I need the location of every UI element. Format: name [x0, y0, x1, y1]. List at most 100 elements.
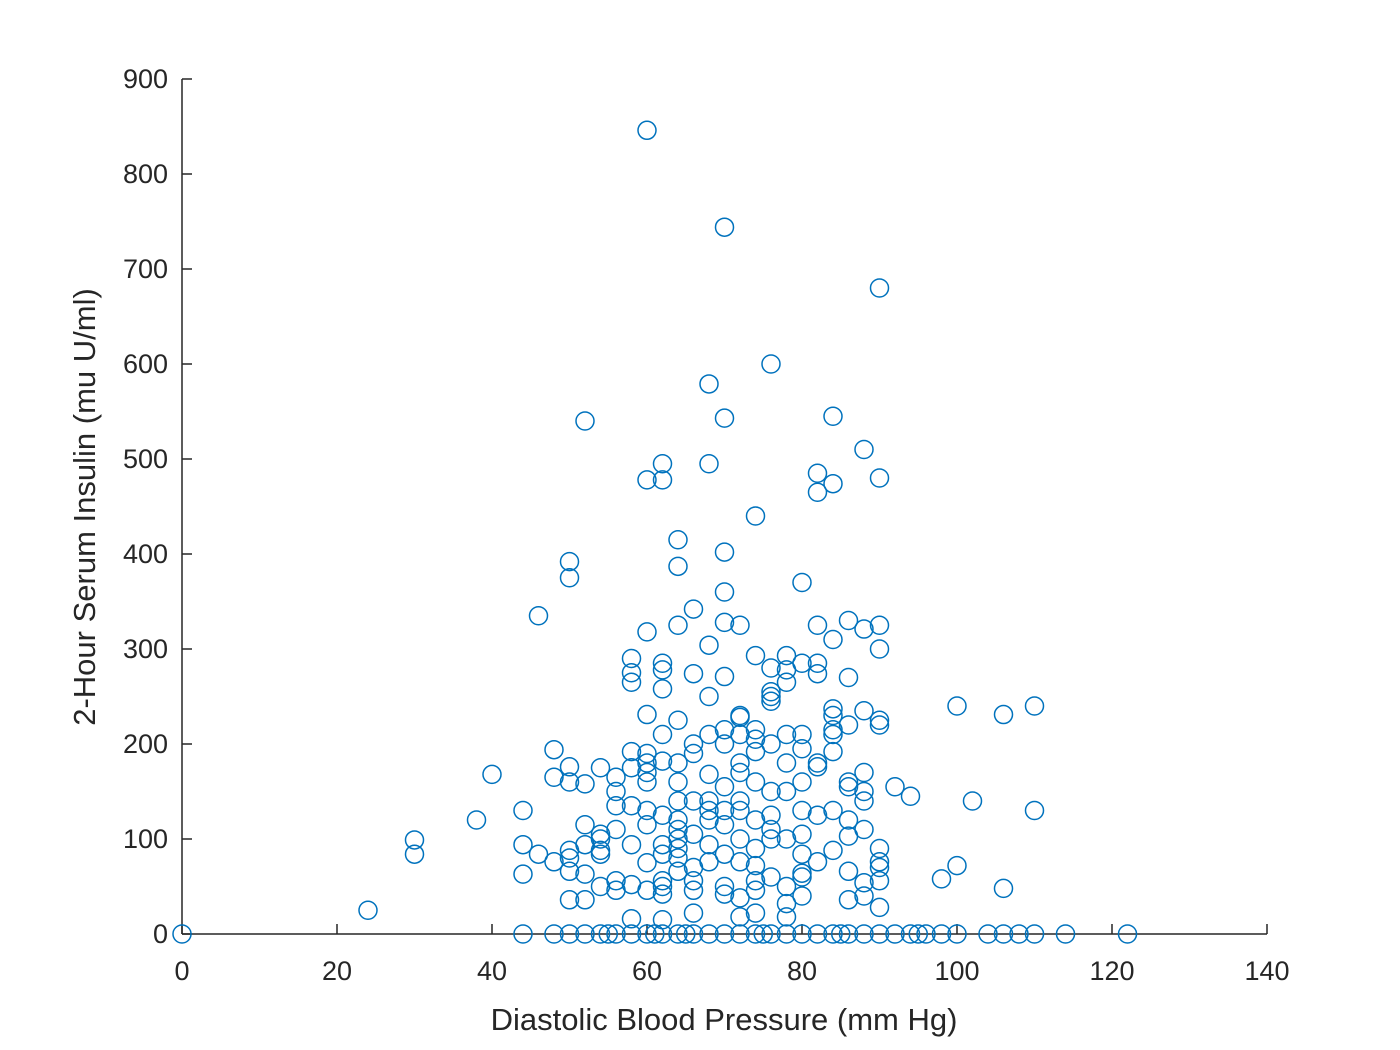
- point: [683, 599, 704, 619]
- point: [1024, 800, 1045, 821]
- point: [714, 884, 735, 904]
- point: [559, 840, 580, 861]
- point: [831, 924, 851, 944]
- point: [807, 463, 828, 483]
- y-tick-label: 0: [153, 919, 168, 949]
- point: [776, 672, 797, 692]
- point: [606, 796, 626, 816]
- point: [172, 924, 192, 944]
- point: [854, 872, 874, 893]
- point: [900, 924, 921, 944]
- point: [900, 786, 921, 806]
- point: [908, 924, 928, 944]
- point: [637, 800, 657, 821]
- point: [776, 924, 797, 944]
- y-tick-label: 300: [123, 634, 168, 664]
- y-axis-title: 2-Hour Serum Insulin (mu U/ml): [67, 288, 102, 726]
- point: [668, 810, 688, 830]
- point: [745, 772, 766, 792]
- x-axis-title: Diastolic Blood Pressure (mm Hg): [491, 1002, 958, 1037]
- y-tick-label: 700: [123, 254, 168, 284]
- point: [730, 615, 750, 635]
- x-tick-label: 20: [322, 956, 352, 986]
- point: [993, 924, 1014, 944]
- point: [823, 720, 843, 740]
- point: [761, 781, 781, 802]
- point: [676, 924, 696, 944]
- point: [761, 829, 781, 849]
- point: [590, 758, 611, 778]
- point: [838, 810, 859, 830]
- point: [559, 757, 580, 777]
- point: [652, 751, 673, 771]
- point: [807, 663, 828, 684]
- point: [404, 830, 425, 850]
- point: [854, 791, 874, 811]
- point: [714, 844, 735, 864]
- point: [745, 720, 766, 740]
- point: [838, 610, 859, 631]
- point: [606, 819, 626, 840]
- y-tick-label: 400: [123, 539, 168, 569]
- point: [668, 710, 688, 730]
- point: [637, 622, 657, 642]
- point: [575, 890, 595, 910]
- point: [807, 852, 828, 872]
- point: [730, 791, 750, 811]
- point: [838, 826, 859, 846]
- point: [668, 819, 688, 840]
- point: [745, 506, 766, 526]
- point: [776, 876, 797, 897]
- point: [745, 838, 766, 859]
- point: [699, 924, 719, 944]
- point: [621, 909, 642, 929]
- point: [652, 844, 673, 864]
- point: [606, 781, 626, 802]
- point: [637, 120, 657, 141]
- point: [559, 848, 580, 868]
- point: [761, 354, 781, 374]
- point: [513, 834, 533, 855]
- point: [745, 871, 766, 891]
- point: [745, 855, 766, 876]
- point: [358, 900, 378, 920]
- point: [621, 924, 642, 944]
- point: [683, 824, 704, 844]
- point: [745, 741, 766, 762]
- point: [621, 796, 642, 816]
- point: [792, 772, 812, 792]
- point: [869, 468, 890, 488]
- point: [807, 615, 828, 635]
- point: [730, 907, 750, 927]
- point: [637, 753, 657, 773]
- point: [575, 864, 595, 884]
- point: [1117, 924, 1138, 944]
- point: [931, 869, 952, 889]
- point: [559, 551, 580, 572]
- point: [544, 924, 564, 944]
- point: [869, 897, 890, 918]
- point: [528, 606, 549, 626]
- x-tick-label: 100: [934, 956, 979, 986]
- point: [792, 867, 812, 887]
- x-tick-label: 120: [1089, 956, 1134, 986]
- point: [869, 710, 890, 730]
- point: [730, 888, 750, 908]
- point: [807, 924, 828, 944]
- point: [559, 924, 580, 944]
- point: [637, 762, 657, 783]
- point: [513, 864, 533, 884]
- point: [683, 791, 704, 811]
- point: [761, 682, 781, 702]
- point: [683, 857, 704, 878]
- point: [916, 924, 936, 944]
- point: [993, 704, 1014, 725]
- point: [559, 861, 580, 882]
- point: [761, 867, 781, 887]
- point: [776, 781, 797, 802]
- point: [559, 772, 580, 792]
- point: [652, 924, 673, 944]
- point: [823, 705, 843, 726]
